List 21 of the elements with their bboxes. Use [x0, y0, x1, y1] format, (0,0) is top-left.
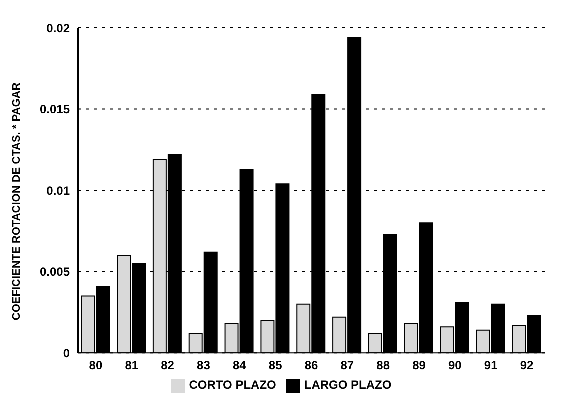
y-tick-label: 0.01: [46, 184, 70, 198]
x-tick-label: 81: [125, 358, 139, 373]
y-tick-label: 0.02: [46, 21, 70, 36]
x-tick-label: 89: [412, 358, 426, 373]
y-tick-label: 0.005: [40, 265, 70, 280]
x-tick-label: 84: [232, 358, 247, 373]
x-tick-label: 85: [268, 358, 283, 373]
x-tick-label: 90: [448, 358, 462, 373]
legend-label: CORTO PLAZO: [189, 378, 276, 392]
y-tick-label: 0: [63, 346, 70, 360]
x-tick-label: 91: [484, 358, 498, 373]
x-tick-label: 83: [197, 358, 211, 373]
x-tick-label: 82: [161, 358, 175, 373]
x-tick-label: 92: [520, 358, 534, 373]
x-tick-label: 80: [89, 358, 103, 373]
y-axis-title: COEFICIENTE ROTACION DE CTAS. * PAGAR: [10, 82, 23, 321]
x-tick-label: 87: [340, 358, 354, 373]
x-tick-label: 86: [304, 358, 318, 373]
y-tick-label: 0.015: [40, 102, 70, 117]
x-tick-label: 88: [376, 358, 390, 373]
legend-label: LARGO PLAZO: [304, 378, 392, 392]
